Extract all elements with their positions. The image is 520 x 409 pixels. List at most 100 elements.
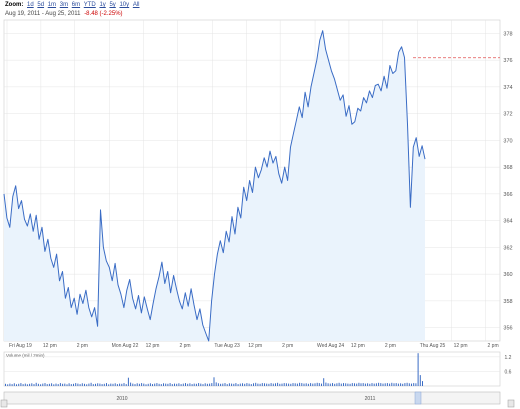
volume-bar — [158, 383, 160, 386]
volume-bar — [362, 383, 364, 386]
volume-bar — [237, 384, 239, 386]
navigator-scroll-right-button — [507, 399, 515, 408]
volume-bar — [393, 383, 395, 386]
volume-bar — [316, 382, 318, 386]
volume-bar — [303, 383, 305, 386]
volume-bar — [364, 383, 366, 386]
zoom-option-1m[interactable]: 1m — [47, 2, 57, 8]
volume-bar — [13, 383, 15, 386]
volume-bar — [31, 383, 33, 386]
volume-bar — [402, 383, 404, 386]
volume-bar — [400, 383, 402, 386]
volume-bar — [29, 383, 31, 386]
volume-bar — [147, 383, 149, 386]
date-range: Aug 19, 2011 - Aug 25, 2011 — [5, 11, 81, 17]
volume-bar — [55, 383, 57, 386]
volume-bar — [136, 383, 138, 386]
volume-bar — [417, 353, 419, 386]
volume-bar — [97, 383, 99, 386]
volume-bar — [222, 383, 224, 386]
volume-bar — [106, 383, 107, 386]
volume-bar — [167, 383, 169, 386]
volume-bar — [257, 383, 259, 386]
volume-bar — [40, 384, 42, 386]
volume-bar — [59, 383, 61, 386]
volume-bar — [356, 383, 358, 386]
volume-bar — [338, 382, 340, 386]
volume-bar — [125, 384, 127, 386]
x-tick-label: 12 pm — [351, 343, 365, 349]
volume-bar — [99, 383, 101, 386]
volume-bar — [213, 377, 215, 386]
volume-bar — [301, 383, 303, 386]
volume-bar — [20, 383, 22, 386]
volume-bar — [51, 383, 53, 386]
zoom-option-6m[interactable]: 6m — [71, 2, 81, 8]
volume-bar — [272, 383, 274, 386]
x-tick-label: Tue Aug 23 — [214, 343, 240, 349]
zoom-option-3m[interactable]: 3m — [59, 2, 69, 8]
zoom-option-5y[interactable]: 5y — [109, 2, 116, 8]
x-tick-label: Mon Aug 22 — [112, 343, 139, 349]
volume-bar — [112, 383, 114, 386]
volume-bar — [77, 383, 79, 386]
volume-bar — [285, 383, 287, 386]
volume-bar — [70, 384, 72, 386]
volume-bar — [182, 383, 184, 386]
volume-bar — [211, 383, 213, 386]
volume-bar — [279, 383, 281, 386]
navigator-selection — [414, 391, 422, 405]
volume-bar — [345, 383, 347, 386]
zoom-option-all[interactable]: All — [132, 2, 140, 8]
volume-bar — [95, 383, 96, 386]
volume-bar — [281, 383, 283, 386]
volume-bar — [264, 383, 265, 386]
y-tick-label: 378 — [503, 31, 512, 37]
volume-bar — [16, 384, 17, 386]
volume-bar — [391, 382, 393, 386]
volume-bar — [84, 383, 85, 386]
zoom-option-5d[interactable]: 5d — [37, 2, 45, 8]
volume-bar — [408, 383, 410, 386]
volume-bar — [204, 383, 206, 386]
volume-bar — [66, 384, 68, 386]
y-tick-label: 370 — [503, 138, 512, 144]
volume-bar — [246, 383, 248, 386]
y-tick-label: 362 — [503, 245, 512, 251]
volume-bar — [228, 383, 230, 386]
volume-bar — [378, 382, 380, 386]
volume-bar — [389, 383, 391, 386]
volume-bar — [198, 383, 200, 386]
y-tick-label: 368 — [503, 165, 512, 171]
volume-bar — [299, 382, 301, 386]
volume-title: Volume (mil / 2min) — [6, 353, 45, 358]
volume-bar — [384, 383, 386, 386]
volume-bar — [215, 382, 217, 386]
x-tick-label: Fri Aug 19 — [9, 343, 32, 349]
volume-bar — [53, 384, 55, 386]
volume-bar — [397, 383, 399, 386]
zoom-option-10y[interactable]: 10y — [119, 2, 130, 8]
volume-frame — [3, 351, 501, 387]
zoom-option-ytd[interactable]: YTD — [83, 2, 96, 8]
volume-bar — [185, 383, 186, 386]
volume-bar — [121, 383, 123, 386]
volume-bar — [191, 384, 193, 386]
navigator-frame — [3, 391, 501, 405]
volume-bar — [149, 383, 151, 386]
volume-bar — [277, 382, 279, 386]
volume-bar — [244, 383, 246, 386]
volume-bar — [200, 383, 202, 386]
volume-bar — [11, 384, 13, 386]
x-tick-label: 2 pm — [488, 343, 499, 349]
y-tick-label: 364 — [503, 219, 512, 225]
volume-bar — [163, 383, 164, 386]
volume-bar — [130, 382, 132, 386]
zoom-option-1d[interactable]: 1d — [27, 2, 34, 8]
volume-bar — [7, 384, 9, 386]
x-tick-label: 12 pm — [146, 343, 160, 349]
zoom-option-1y[interactable]: 1y — [99, 2, 106, 8]
x-tick-label: 2 pm — [385, 343, 396, 349]
volume-bar — [290, 383, 292, 386]
volume-bar — [340, 383, 342, 386]
